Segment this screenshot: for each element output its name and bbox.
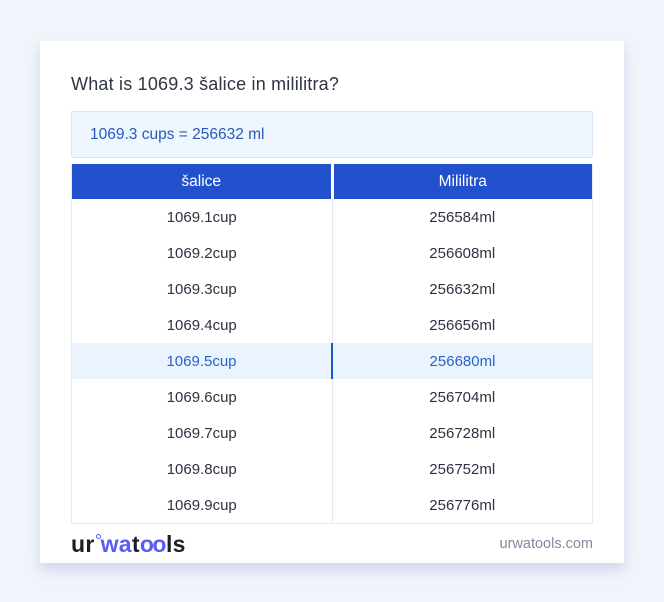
cup-cell: 1069.8cup <box>72 451 333 487</box>
degree-dot-icon <box>95 533 101 539</box>
ml-cell: 256656ml <box>429 316 496 334</box>
ml-cell: 256584ml <box>429 208 496 226</box>
ml-cell: 256704ml <box>429 388 496 406</box>
ml-cell: 256776ml <box>429 496 496 514</box>
page-title: What is 1069.3 šalice in mililitra? <box>71 74 340 94</box>
footer: ur wa t oo ls urwatools.com <box>71 524 593 564</box>
cup-cell: 1069.5cup <box>72 343 333 379</box>
cup-cell: 1069.7cup <box>72 415 333 451</box>
site-domain-text: urwatools.com <box>499 536 593 552</box>
logo-text-oo: oo <box>139 530 167 557</box>
table-header-ml: Mililitra <box>438 172 487 190</box>
ml-cell: 256608ml <box>429 244 496 262</box>
cup-cell: 1069.9cup <box>72 487 333 523</box>
cup-cell: 1069.2cup <box>72 235 333 271</box>
table-row: 1069.1cup 256584ml <box>72 199 592 235</box>
logo-text-wa: wa <box>100 530 132 557</box>
ml-cell: 256632ml <box>429 280 496 298</box>
table-row: 1069.3cup 256632ml <box>72 271 592 307</box>
cup-cell: 1069.1cup <box>72 199 333 235</box>
table-row: 1069.2cup 256608ml <box>72 235 592 271</box>
cup-cell: 1069.4cup <box>72 307 333 343</box>
logo-text-t: t <box>131 530 140 557</box>
cup-cell: 1069.6cup <box>72 379 333 415</box>
ml-cell: 256728ml <box>429 424 496 442</box>
table-row: 1069.9cup 256776ml <box>72 487 592 523</box>
ml-cell: 256680ml <box>429 352 496 370</box>
conversion-result-text: 1069.3 cups = 256632 ml <box>90 125 265 143</box>
table-header-row: šalice Mililitra <box>72 164 592 199</box>
table-header-cups: šalice <box>72 164 334 199</box>
cup-cell: 1069.3cup <box>72 271 333 307</box>
table-row: 1069.8cup 256752ml <box>72 451 592 487</box>
table-row: 1069.6cup 256704ml <box>72 379 592 415</box>
table-row-highlighted: 1069.5cup 256680ml <box>72 343 592 379</box>
ml-cell: 256752ml <box>429 460 496 478</box>
conversion-table: šalice Mililitra 1069.1cup 256584ml 1069… <box>71 164 593 524</box>
converter-card: What is 1069.3 šalice in mililitra? 1069… <box>40 41 624 563</box>
conversion-result-box: 1069.3 cups = 256632 ml <box>71 111 593 158</box>
logo-text-ur: ur <box>71 530 95 557</box>
logo-text-ls: ls <box>165 530 186 557</box>
table-row: 1069.4cup 256656ml <box>72 307 592 343</box>
urwatools-logo[interactable]: ur wa t oo ls <box>71 531 186 558</box>
table-row: 1069.7cup 256728ml <box>72 415 592 451</box>
